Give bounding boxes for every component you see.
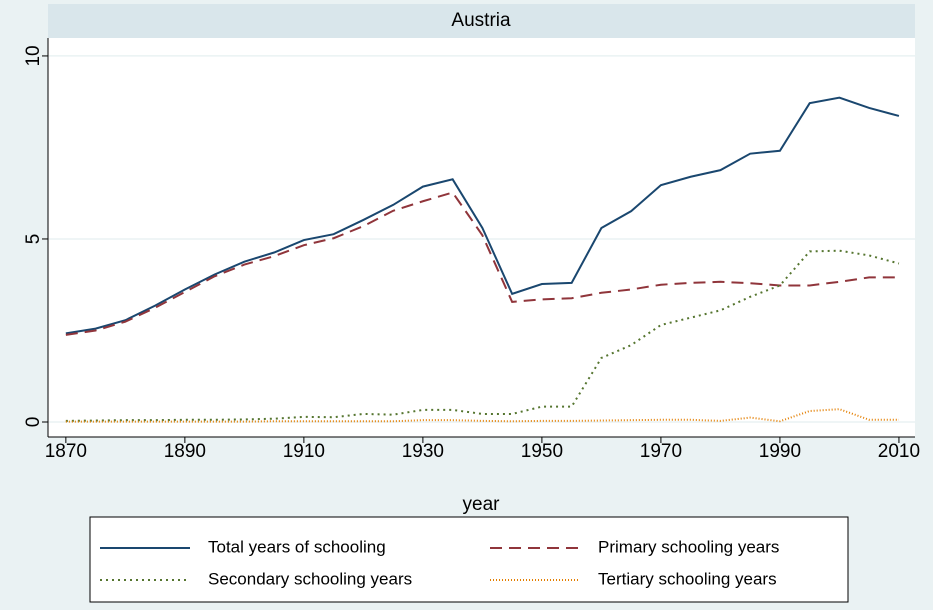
series-line xyxy=(65,408,899,423)
legend-label: Total years of schooling xyxy=(208,537,386,556)
x-tick-label: 1930 xyxy=(402,441,444,462)
x-tick-label: 1950 xyxy=(521,441,563,462)
series-line xyxy=(65,191,899,336)
title-strip xyxy=(48,4,915,38)
series-line xyxy=(65,96,900,335)
x-axis-label: year xyxy=(463,494,501,515)
x-tick-label: 1910 xyxy=(283,441,325,462)
legend-label: Primary schooling years xyxy=(598,537,779,556)
legend-label: Secondary schooling years xyxy=(208,569,412,588)
plot-area xyxy=(48,38,915,437)
y-tick-label: 5 xyxy=(23,234,44,245)
x-tick-label: 1970 xyxy=(640,441,682,462)
series-line xyxy=(65,249,900,422)
x-tick-label: 1990 xyxy=(759,441,801,462)
chart-title: Austria xyxy=(451,10,511,31)
x-tick-label: 2010 xyxy=(878,441,920,462)
x-tick-label: 1870 xyxy=(45,441,87,462)
legend-label: Tertiary schooling years xyxy=(598,569,777,588)
x-tick-label: 1890 xyxy=(164,441,206,462)
legend-box xyxy=(89,516,849,603)
y-tick-label: 0 xyxy=(23,417,44,428)
y-tick-label: 10 xyxy=(23,45,44,66)
